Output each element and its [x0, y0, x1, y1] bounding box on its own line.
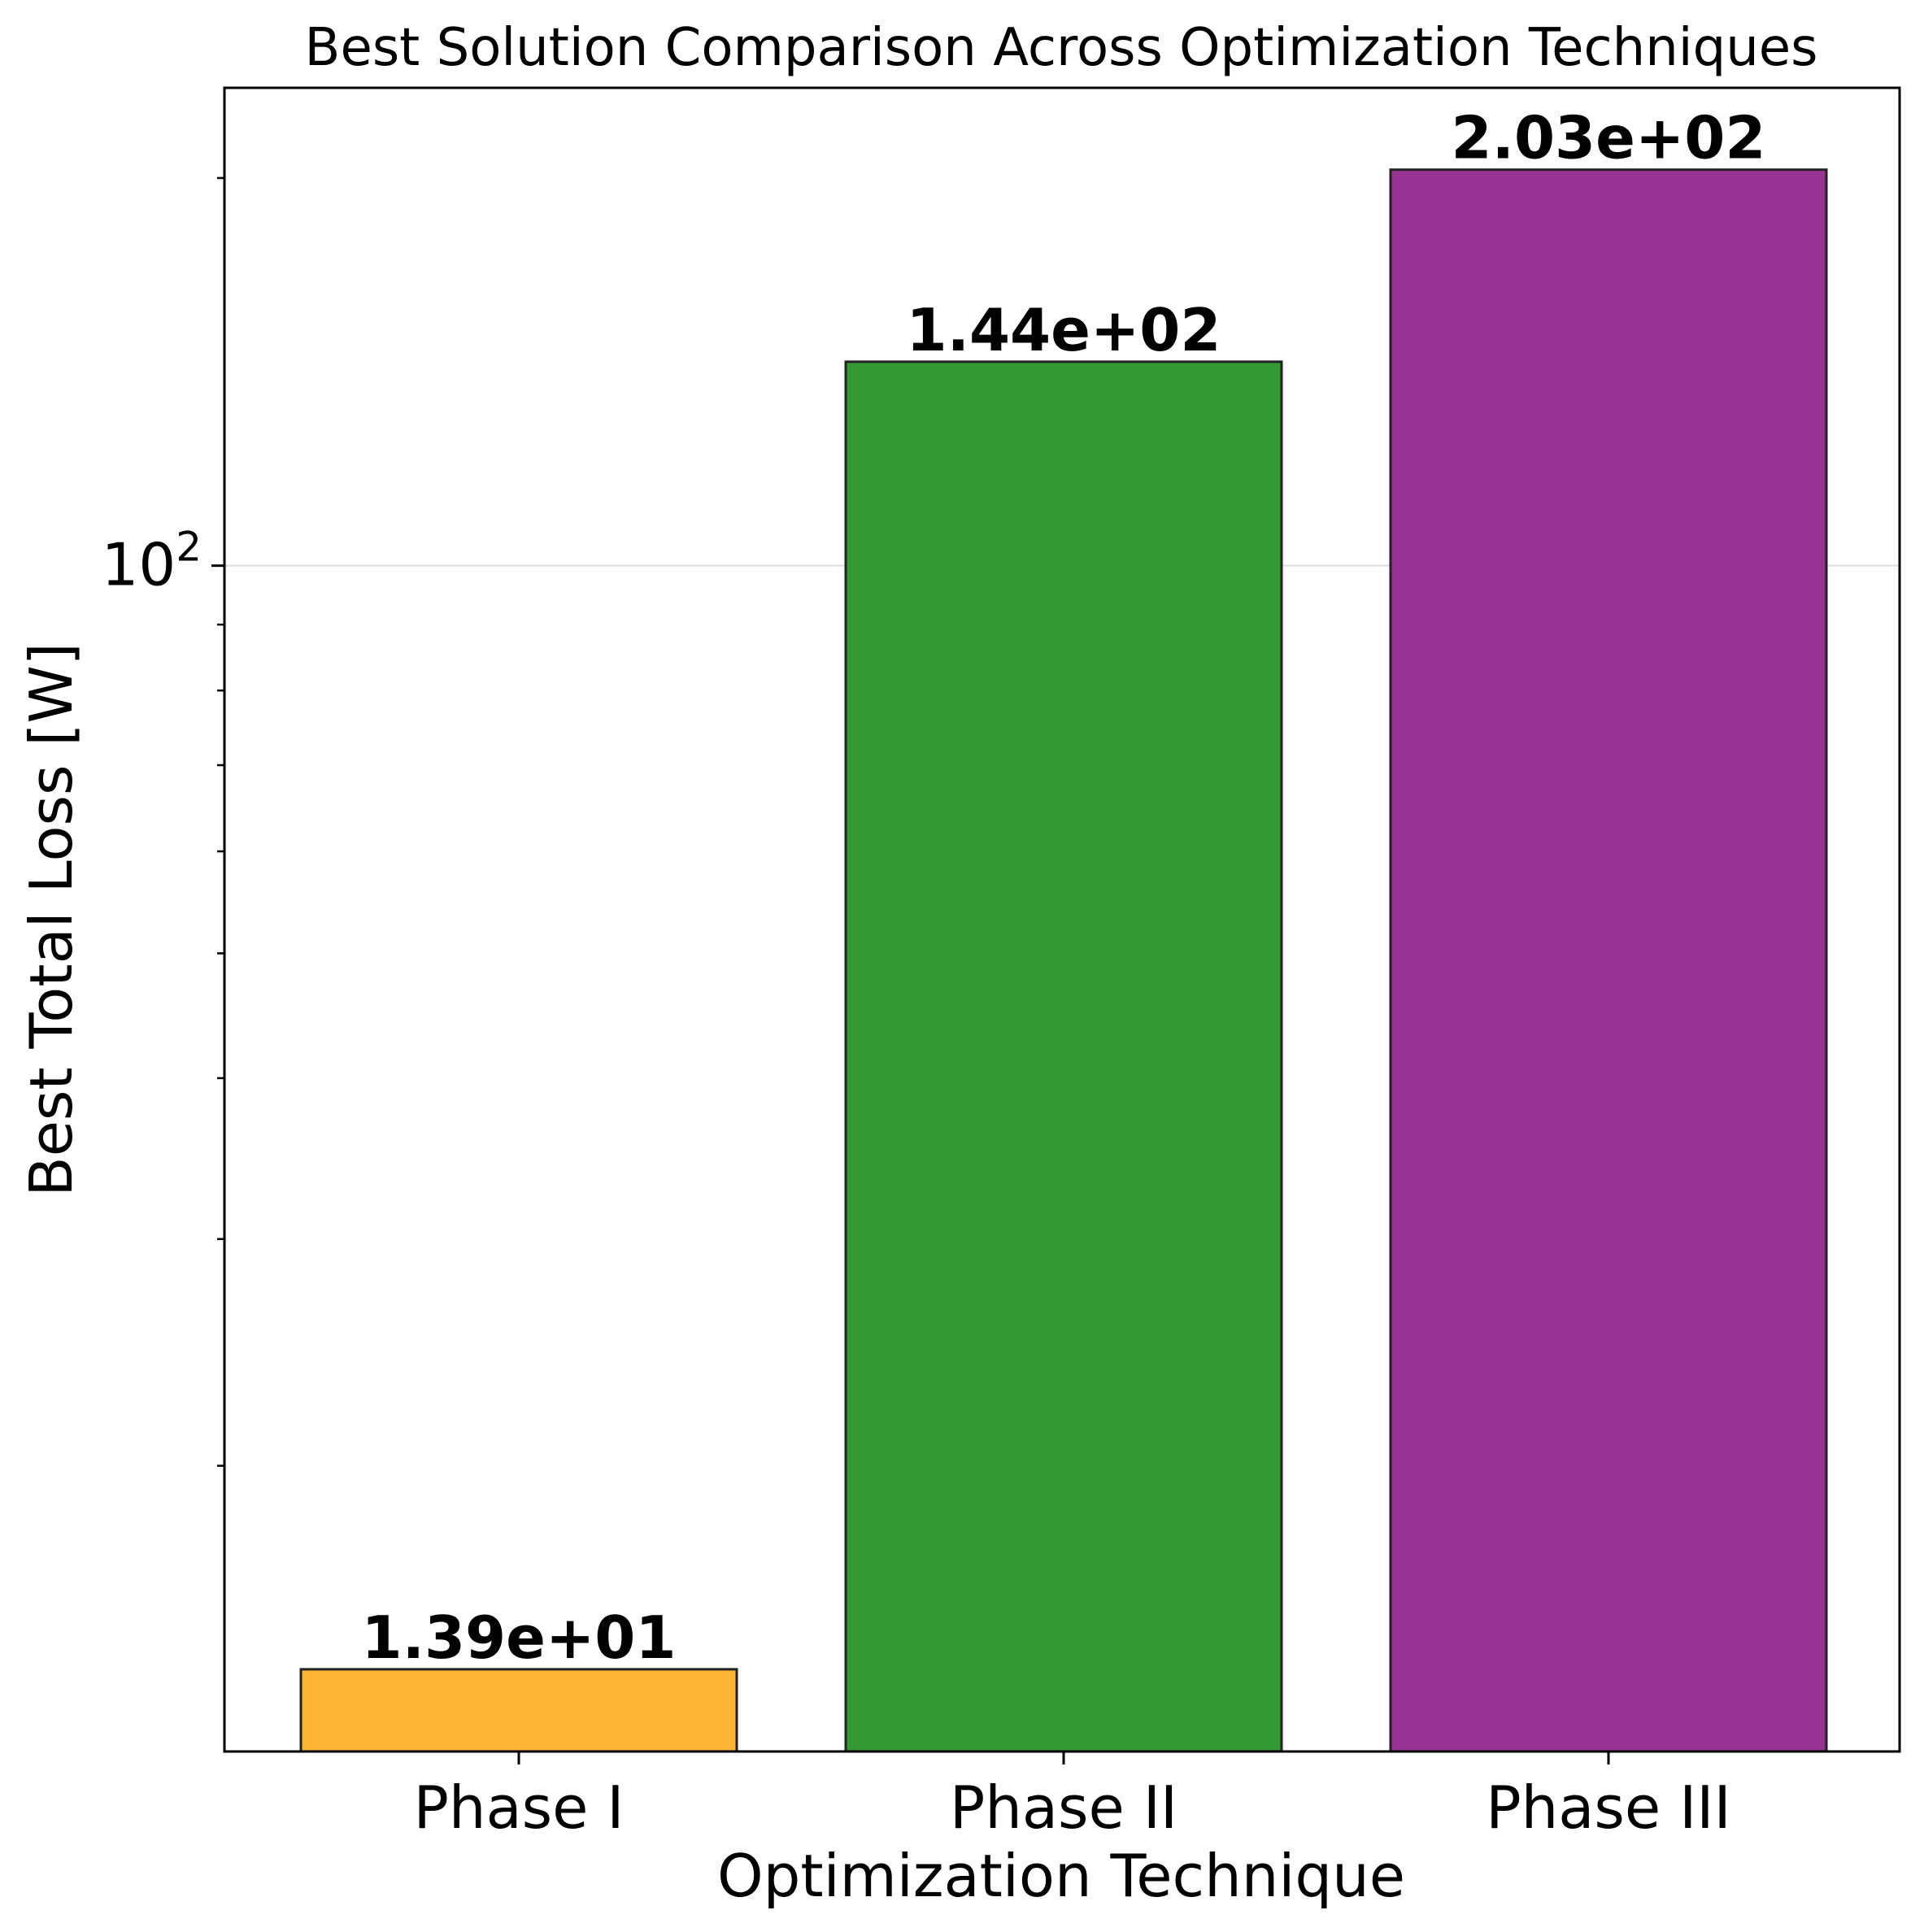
x-tick-label: Phase I	[413, 1773, 624, 1842]
bar-phase-iii	[1389, 168, 1828, 1753]
data-label: 1.44e+02	[907, 296, 1221, 364]
data-labels-layer: 1.39e+01 1.44e+02 2.03e+02	[362, 104, 1766, 1672]
y-tick-label: 102	[102, 524, 202, 599]
x-tick-label: Phase II	[950, 1773, 1177, 1842]
x-axis-label: Optimization Technique	[717, 1842, 1405, 1910]
y-tick-label-exponent: 2	[176, 524, 202, 571]
ticks-layer: 102 Phase I Phase II Phase III	[102, 176, 1731, 1842]
plot-frame	[223, 86, 1901, 1753]
x-tick-label: Phase III	[1486, 1773, 1731, 1842]
y-axis-label: Best Total Loss [W]	[17, 642, 85, 1197]
bars-layer	[299, 168, 1828, 1753]
bar-phase-i	[299, 1668, 738, 1753]
y-tick-label-base: 10	[102, 531, 176, 599]
chart-title: Best Solution Comparison Across Optimiza…	[305, 18, 1818, 78]
bar-phase-ii	[844, 360, 1283, 1753]
data-label: 1.39e+01	[362, 1603, 677, 1672]
data-label: 2.03e+02	[1452, 104, 1766, 172]
